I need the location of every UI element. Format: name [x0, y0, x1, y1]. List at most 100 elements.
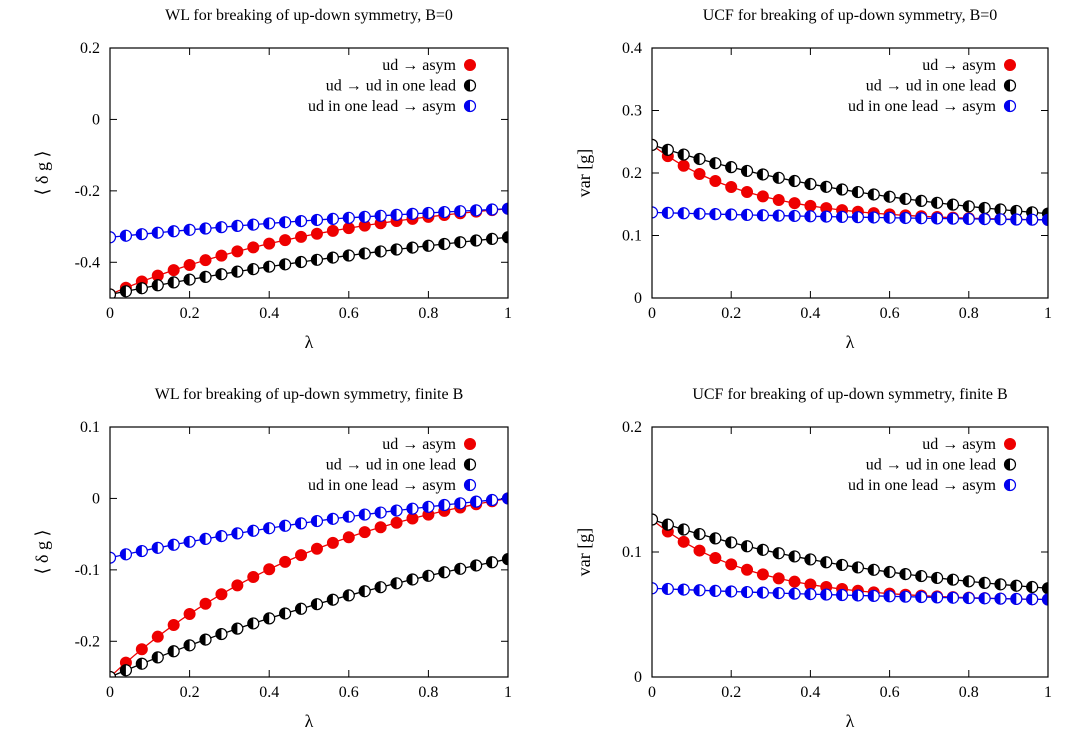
data-point-s3: [119, 229, 133, 242]
data-point-s2: [962, 200, 975, 213]
data-point-s2: [390, 243, 403, 256]
data-point-s2: [231, 622, 244, 635]
data-point-s2: [374, 581, 387, 594]
x-tick-label: 0.6: [339, 305, 359, 322]
data-point-s2: [693, 527, 706, 541]
data-point-s3: [962, 212, 975, 226]
data-point-s1: [741, 186, 754, 199]
data-point-s3: [652, 206, 659, 219]
data-point-s3: [946, 591, 960, 604]
data-point-s3: [931, 212, 944, 225]
data-point-s1: [151, 630, 164, 643]
data-point-s2: [151, 279, 164, 292]
data-point-s2: [725, 161, 738, 174]
legend-label: ud → ud in one lead: [326, 457, 456, 474]
data-point-s2: [485, 232, 499, 245]
legend-label: ud → asym: [382, 436, 456, 453]
data-point-s2: [422, 569, 435, 582]
data-point-s2: [215, 627, 228, 641]
data-point-s3: [310, 213, 324, 227]
data-point-s2: [740, 540, 754, 553]
data-point-s3: [677, 207, 690, 220]
data-point-s3: [820, 210, 833, 223]
data-point-s1: [374, 521, 387, 534]
data-point-s3: [788, 587, 801, 600]
legend-marker: [463, 79, 477, 92]
legend-label: ud → asym: [382, 57, 456, 74]
legend-label: ud → ud in one lead: [866, 78, 996, 95]
data-point-s3: [693, 207, 706, 220]
data-point-s1: [342, 531, 355, 544]
chart-title: UCF for breaking of up-down symmetry, fi…: [692, 386, 1007, 403]
data-point-s3: [390, 504, 403, 517]
data-point-s3: [135, 544, 148, 558]
y-axis-label: ⟨ δ g ⟩: [32, 529, 52, 574]
data-point-s3: [652, 582, 659, 595]
data-point-s1: [199, 254, 212, 267]
data-point-s1: [310, 227, 323, 240]
data-point-s1: [390, 516, 403, 529]
x-tick-label: 0.8: [418, 684, 438, 701]
x-tick-label: 0: [648, 684, 656, 701]
data-point-s2: [342, 589, 355, 602]
data-point-s2: [167, 276, 180, 289]
data-point-s3: [247, 524, 260, 537]
data-point-s3: [263, 217, 276, 230]
plot-frame: [651, 47, 1049, 299]
data-point-s2: [946, 198, 960, 211]
data-point-s2: [470, 559, 483, 572]
data-point-s3: [438, 205, 451, 219]
y-tick-label: 0.1: [80, 419, 100, 436]
legend: ud → asym ud → ud in one lead ud in one le…: [308, 57, 477, 115]
data-point-s3: [1026, 213, 1039, 226]
data-point-s2: [652, 138, 659, 151]
legend-marker: [1004, 438, 1016, 450]
data-point-s2: [422, 239, 435, 252]
data-point-s2: [358, 585, 371, 598]
data-point-s1: [263, 563, 276, 576]
legend-label: ud in one lead → asym: [848, 98, 997, 115]
plot-frame: [651, 426, 1049, 678]
data-point-s2: [899, 568, 912, 581]
data-point-s1: [725, 180, 738, 193]
data-point-s2: [867, 188, 880, 201]
data-point-s3: [358, 508, 371, 521]
data-point-s1: [788, 197, 801, 210]
data-point-s3: [183, 223, 196, 236]
data-point-s2: [962, 575, 975, 588]
data-point-s3: [167, 225, 180, 238]
data-point-s2: [867, 563, 880, 576]
data-point-s2: [406, 573, 419, 586]
chart-title: WL for breaking of up-down symmetry, B=0: [165, 7, 453, 24]
data-point-s1: [279, 555, 292, 568]
y-tick-label: 0.1: [622, 228, 642, 245]
data-point-s3: [119, 548, 133, 561]
data-point-s3: [835, 210, 849, 223]
data-point-s3: [883, 211, 896, 224]
data-point-s1: [741, 563, 754, 576]
data-point-s1: [231, 245, 244, 258]
data-point-s3: [1010, 213, 1023, 226]
data-point-s1: [135, 643, 148, 656]
data-point-s2: [788, 174, 801, 188]
x-tick-label: 0.4: [800, 684, 820, 701]
data-point-s2: [485, 556, 499, 569]
data-point-s2: [119, 285, 133, 298]
x-tick-label: 0.6: [880, 684, 900, 701]
data-point-s1: [247, 570, 260, 583]
data-point-s3: [135, 228, 148, 241]
data-point-s3: [915, 590, 928, 604]
data-point-s3: [422, 500, 435, 513]
data-point-s3: [756, 586, 769, 599]
data-point-s3: [994, 213, 1007, 226]
data-point-s3: [851, 211, 865, 224]
data-point-s2: [119, 664, 133, 677]
data-point-s1: [247, 241, 260, 254]
data-point-s3: [390, 208, 403, 221]
data-point-s2: [915, 569, 928, 583]
data-point-s2: [279, 258, 292, 271]
data-point-s3: [470, 495, 483, 508]
data-point-s1: [199, 597, 212, 610]
legend-marker: [463, 99, 477, 113]
